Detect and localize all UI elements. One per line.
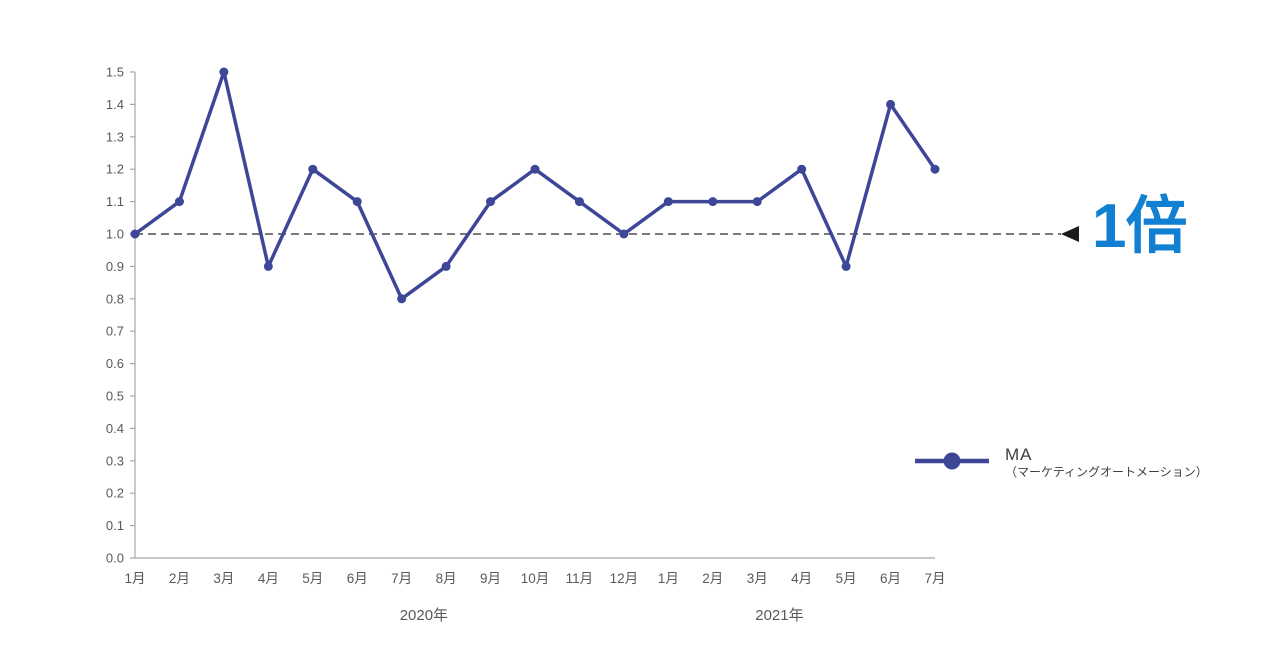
- ma-data-point: [308, 164, 318, 174]
- svg-text:1月: 1月: [124, 571, 145, 586]
- svg-text:0.3: 0.3: [106, 453, 124, 468]
- ma-data-point: [930, 164, 940, 174]
- svg-text:1.0: 1.0: [106, 227, 124, 242]
- svg-text:0.2: 0.2: [106, 486, 124, 501]
- ma-data-point: [574, 197, 584, 207]
- legend: MA （マーケティングオートメーション）: [913, 445, 1208, 479]
- ma-data-point: [130, 229, 140, 239]
- svg-text:4月: 4月: [791, 571, 812, 586]
- ma-data-point: [219, 67, 229, 77]
- ma-data-point: [841, 261, 851, 271]
- svg-text:6月: 6月: [347, 571, 368, 586]
- svg-text:0.4: 0.4: [106, 421, 124, 436]
- svg-text:1.4: 1.4: [106, 97, 124, 112]
- svg-text:3月: 3月: [213, 571, 234, 586]
- ma-data-point: [619, 229, 629, 239]
- ma-data-point: [797, 164, 807, 174]
- svg-text:0.1: 0.1: [106, 518, 124, 533]
- reference-arrowhead-icon: [1061, 226, 1079, 242]
- svg-text:0.6: 0.6: [106, 356, 124, 371]
- ma-series-line: [133, 70, 937, 301]
- legend-series-subtitle: （マーケティングオートメーション）: [1005, 464, 1208, 479]
- svg-text:8月: 8月: [436, 571, 457, 586]
- svg-text:5月: 5月: [836, 571, 857, 586]
- svg-text:2021年: 2021年: [755, 607, 803, 624]
- svg-text:0.7: 0.7: [106, 324, 124, 339]
- svg-text:0.5: 0.5: [106, 389, 124, 404]
- ma-data-point: [708, 197, 718, 207]
- ma-data-point: [174, 197, 184, 207]
- svg-text:4月: 4月: [258, 571, 279, 586]
- ma-data-point: [263, 261, 273, 271]
- svg-text:2月: 2月: [702, 571, 723, 586]
- svg-text:7月: 7月: [924, 571, 945, 586]
- svg-text:7月: 7月: [391, 571, 412, 586]
- reference-line-label: 1倍: [1092, 192, 1187, 261]
- svg-text:0.0: 0.0: [106, 551, 124, 566]
- svg-text:1.2: 1.2: [106, 162, 124, 177]
- ma-data-point: [663, 197, 673, 207]
- svg-text:10月: 10月: [521, 571, 550, 586]
- ma-data-point: [486, 197, 496, 207]
- ma-data-point: [441, 261, 451, 271]
- svg-text:1.1: 1.1: [106, 194, 124, 209]
- svg-text:11月: 11月: [566, 571, 594, 586]
- svg-text:9月: 9月: [480, 571, 501, 586]
- ma-data-point: [886, 99, 896, 109]
- svg-text:1.3: 1.3: [106, 129, 124, 144]
- legend-series-name: MA: [1005, 445, 1033, 464]
- svg-text:12月: 12月: [610, 571, 639, 586]
- legend-line-marker-icon: [915, 452, 989, 470]
- svg-text:0.8: 0.8: [106, 291, 124, 306]
- svg-text:3月: 3月: [747, 571, 768, 586]
- ma-data-point: [397, 294, 407, 304]
- ma-data-point: [752, 197, 762, 207]
- svg-text:5月: 5月: [302, 571, 323, 586]
- svg-text:2020年: 2020年: [400, 607, 448, 624]
- svg-text:1月: 1月: [658, 571, 679, 586]
- ma-data-point: [530, 164, 540, 174]
- svg-text:1.5: 1.5: [106, 65, 124, 80]
- svg-text:6月: 6月: [880, 571, 901, 586]
- svg-text:2月: 2月: [169, 571, 190, 586]
- svg-text:0.9: 0.9: [106, 259, 124, 274]
- legend-labels: MA （マーケティングオートメーション）: [1005, 445, 1208, 479]
- ma-data-point: [352, 197, 362, 207]
